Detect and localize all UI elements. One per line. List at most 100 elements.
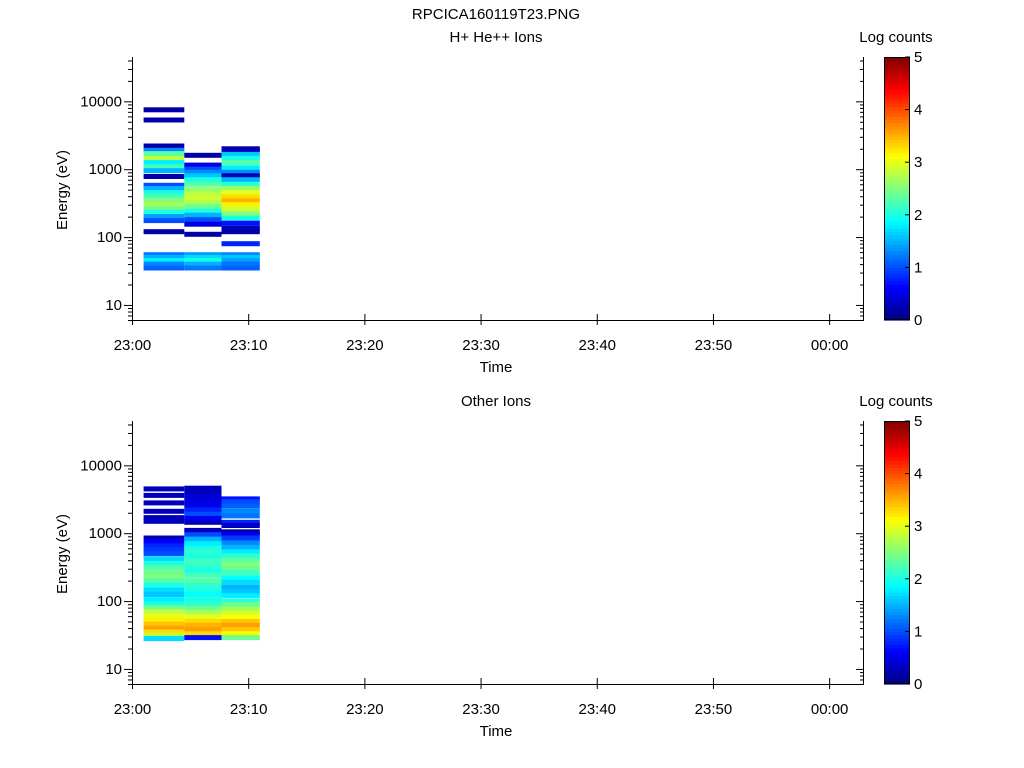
colorbar-segment	[884, 293, 910, 298]
heatmap-cell	[221, 186, 260, 191]
colorbar-segment	[884, 244, 910, 249]
heatmap-cell	[221, 190, 260, 196]
heatmap-cell	[143, 547, 185, 553]
x-tick-label: 23:30	[462, 701, 500, 718]
colorbar-segment	[884, 651, 910, 656]
colorbar-segment	[884, 490, 910, 494]
colorbar-segment	[884, 66, 910, 71]
heatmap-cell	[184, 568, 222, 574]
colorbar-segment	[884, 188, 910, 193]
heatmap-cell	[184, 622, 222, 628]
x-tick-label: 23:20	[346, 701, 384, 718]
heatmap-cell	[184, 587, 222, 593]
heatmap-cell	[221, 229, 260, 235]
colorbar-segment	[884, 139, 910, 144]
colorbar-segment	[884, 303, 910, 308]
colorbar-segment	[884, 109, 910, 114]
colorbar-segment	[884, 264, 910, 268]
x-tick-label: 23:50	[695, 337, 733, 354]
colorbar-segment	[884, 172, 910, 176]
colorbar-segment	[884, 142, 910, 147]
colorbar-segment	[884, 96, 910, 101]
colorbar-segment	[884, 568, 910, 573]
colorbar-segment	[884, 486, 910, 491]
colorbar-tick-label: 0	[914, 676, 922, 693]
heatmap-cell	[143, 147, 185, 153]
heatmap-cell	[143, 636, 185, 642]
colorbar-segment	[884, 73, 910, 78]
x-tick-label: 23:40	[578, 337, 616, 354]
colorbar-segment	[884, 591, 910, 596]
heatmap-cell	[221, 261, 260, 267]
heatmap-cell	[184, 563, 222, 569]
colorbar-segment	[884, 680, 910, 685]
colorbar-segment	[884, 224, 910, 229]
colorbar-segment	[884, 99, 910, 104]
heatmap-cell	[184, 258, 222, 264]
x-tick-label: 23:50	[695, 701, 733, 718]
colorbar-segment	[884, 618, 910, 623]
colorbar-tick-label: 4	[914, 102, 922, 119]
colorbar-segment	[884, 598, 910, 603]
plot-layer: 23:00 23:10 23:20 23:30 23:40 23:50 00:0010100…	[80, 413, 922, 718]
heatmap-cell	[221, 606, 260, 612]
heatmap-cell	[143, 578, 185, 584]
heatmap-cell	[221, 602, 260, 608]
colorbar-segment	[884, 582, 910, 586]
colorbar-tick-label: 5	[914, 49, 922, 66]
colorbar-segment	[884, 516, 910, 521]
colorbar-segment	[884, 231, 910, 236]
colorbar-segment	[884, 559, 910, 563]
colorbar-segment	[884, 437, 910, 442]
heatmap-cell	[221, 513, 260, 519]
heatmap-cell	[143, 587, 185, 593]
colorbar-segment	[884, 631, 910, 636]
colorbar-segment	[884, 641, 910, 646]
colorbar-segment	[884, 545, 910, 550]
heatmap-cell	[184, 204, 222, 210]
colorbar-segment	[884, 522, 910, 527]
y-tick-label: 10000	[80, 457, 122, 474]
heatmap-cell	[184, 597, 222, 603]
x-tick-label: 23:10	[230, 337, 268, 354]
heatmap-cell	[221, 198, 260, 204]
colorbar-segment	[884, 634, 910, 639]
colorbar-segment	[884, 218, 910, 222]
heatmap-cell	[184, 152, 222, 158]
heatmap-cell	[221, 211, 260, 217]
colorbar-segment	[884, 670, 910, 675]
colorbar-segment	[884, 287, 910, 292]
heatmap-cell	[221, 535, 260, 541]
heatmap-cell	[143, 629, 185, 635]
x-tick-label: 23:20	[346, 337, 384, 354]
colorbar-segment	[884, 447, 910, 452]
heatmap-cell	[184, 536, 222, 542]
colorbar: 0 1 2 3 4 5	[884, 49, 922, 329]
colorbar-segment	[884, 145, 910, 150]
heatmap-cells	[143, 485, 260, 642]
heatmap-cell	[143, 633, 185, 639]
colorbar-segment	[884, 608, 910, 613]
heatmap-cell	[143, 143, 185, 149]
colorbar-segment	[884, 273, 910, 278]
colorbar-segment	[884, 204, 910, 209]
colorbar-segment	[884, 585, 910, 590]
colorbar-segment	[884, 116, 910, 121]
heatmap-cell	[221, 151, 260, 157]
heatmap-cell	[221, 575, 260, 581]
heatmap-cell	[143, 160, 185, 166]
heatmap-cell	[221, 265, 260, 271]
heatmap-cell	[221, 160, 260, 166]
colorbar-segment	[884, 89, 910, 94]
colorbar-segment	[884, 453, 910, 458]
colorbar-segment	[884, 227, 910, 232]
heatmap-cell	[143, 621, 185, 627]
colorbar-segment	[884, 76, 910, 81]
colorbar-tick-label: 5	[914, 413, 922, 430]
x-axis-label: Time	[480, 723, 513, 740]
axes	[132, 57, 864, 321]
heatmap-cell	[221, 252, 260, 258]
heatmap-cell	[184, 177, 222, 183]
colorbar-segment	[884, 155, 910, 160]
heatmap-cell	[143, 492, 185, 498]
